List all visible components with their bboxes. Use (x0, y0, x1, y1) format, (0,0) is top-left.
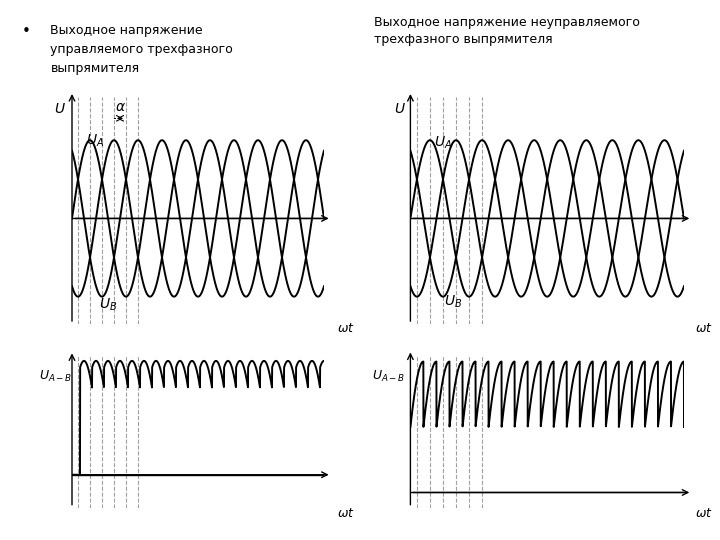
Text: $\omega t$: $\omega t$ (695, 507, 713, 520)
Text: •: • (22, 24, 30, 39)
Text: выпрямителя: выпрямителя (50, 62, 140, 75)
Text: $U_A$: $U_A$ (434, 134, 452, 151)
Text: $U_B$: $U_B$ (444, 294, 462, 310)
Text: $\alpha$: $\alpha$ (114, 100, 125, 114)
Text: $U_{A-B}$: $U_{A-B}$ (40, 368, 73, 383)
Text: $\omega t$: $\omega t$ (336, 507, 354, 520)
Text: управляемого трехфазного: управляемого трехфазного (50, 43, 233, 56)
Text: $U$: $U$ (55, 102, 66, 116)
Text: $\omega t$: $\omega t$ (336, 322, 354, 335)
Text: $U_B$: $U_B$ (99, 296, 117, 313)
Text: $U$: $U$ (394, 102, 406, 116)
Text: Выходное напряжение: Выходное напряжение (50, 24, 203, 37)
Text: Выходное напряжение неуправляемого: Выходное напряжение неуправляемого (374, 16, 640, 29)
Text: трехфазного выпрямителя: трехфазного выпрямителя (374, 33, 553, 46)
Text: $U_A$: $U_A$ (86, 132, 104, 149)
Text: $\omega t$: $\omega t$ (695, 322, 713, 335)
Text: $U_{A-B}$: $U_{A-B}$ (372, 368, 405, 383)
